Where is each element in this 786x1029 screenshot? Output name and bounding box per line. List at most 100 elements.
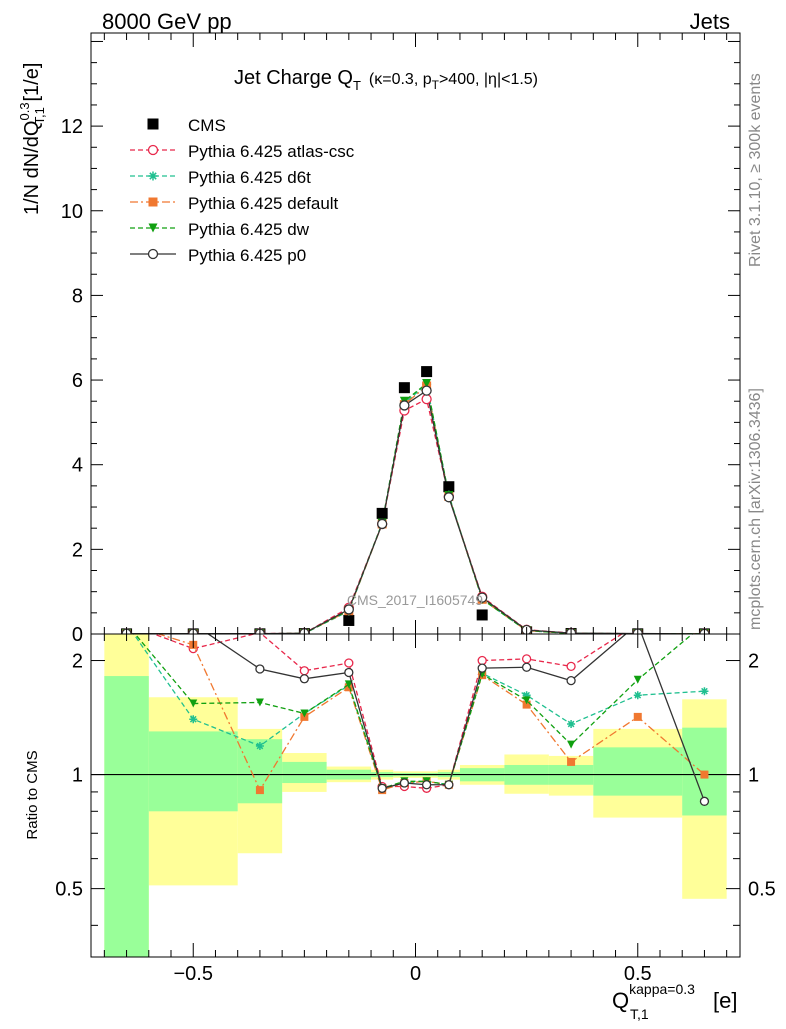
ratio-point-2-2 <box>255 786 264 795</box>
ratio-point-3-2 <box>255 698 264 707</box>
ratio-point-4-6 <box>399 778 410 788</box>
x-axis-label-unit: [e] <box>713 988 737 1013</box>
legend: CMS Pythia 6.425 atlas-csc Pythia 6.425 d6… <box>130 116 355 265</box>
ratio-line-1 <box>132 634 705 790</box>
ratio-line-2 <box>156 634 705 792</box>
legend-label-5: Pythia 6.425 p0 <box>188 246 306 265</box>
ratio-point-4-7 <box>421 780 432 790</box>
main-point-4-7 <box>422 378 432 388</box>
ratio-point-2-10 <box>522 700 531 709</box>
main-ytick-label: 4 <box>72 455 83 477</box>
ratio-point-0-3 <box>299 666 310 676</box>
main-point-0-8 <box>443 481 455 493</box>
ratio-point-3-3 <box>300 709 309 718</box>
main-point-5-8 <box>443 492 454 503</box>
ratio-point-4-2 <box>255 664 265 674</box>
chart-title-sub: T <box>353 78 361 93</box>
main-ytick-label: 6 <box>72 370 83 392</box>
legend-label-1: Pythia 6.425 atlas-csc <box>188 142 355 161</box>
ratio-series <box>132 634 710 806</box>
legend-label-3: Pythia 6.425 default <box>188 194 339 213</box>
chart-title-main: Jet Charge Q <box>234 67 353 89</box>
ratio-ytick-label-right: 1 <box>748 765 759 787</box>
ratio-point-4-13 <box>699 796 710 806</box>
ratio-point-1-12 <box>633 691 642 700</box>
legend-marker-5 <box>147 248 159 260</box>
main-point-0-4 <box>343 614 355 626</box>
ratio-ylabel: Ratio to CMS <box>24 750 41 839</box>
ratio-plot-layer <box>91 634 740 957</box>
chart-title: Jet Charge QT (κ=0.3, pT>400, |η|<1.5) <box>234 67 538 93</box>
ratio-point-0-11 <box>566 661 576 672</box>
ratio-point-4-9 <box>477 663 487 673</box>
legend-label-2: Pythia 6.425 d6t <box>188 168 311 187</box>
chart-title-rest: (κ=0.3, p <box>369 71 432 88</box>
main-point-0-9 <box>476 609 488 621</box>
watermark: CMS_2017_I1605749 <box>347 592 483 608</box>
green-band-0 <box>104 676 149 957</box>
legend-marker-1 <box>147 144 159 156</box>
ratio-point-2-12 <box>633 712 642 721</box>
ratio-point-2-11 <box>567 757 576 766</box>
ratio-point-4-10 <box>521 662 532 672</box>
ratio-ytick-label-right: 2 <box>748 651 759 673</box>
ratio-line-3 <box>134 634 694 790</box>
main-point-5-4 <box>343 604 354 615</box>
green-band-1 <box>148 731 238 812</box>
ratio-ytick-label-left: 2 <box>72 651 83 673</box>
ratio-line-0 <box>152 634 624 789</box>
main-point-5-6 <box>399 400 410 411</box>
ratio-point-1-11 <box>567 719 576 728</box>
x-tick-label: 0.5 <box>624 963 652 985</box>
ratio-point-3-12 <box>633 675 642 684</box>
ratio-point-4-5 <box>377 783 387 793</box>
legend-marker-3 <box>148 197 158 207</box>
ratio-point-0-9 <box>477 655 487 666</box>
ratio-point-3-11 <box>567 740 576 749</box>
ratio-ytick-label-right: 0.5 <box>748 879 776 901</box>
ratio-point-1-1 <box>189 715 198 724</box>
ratio-point-3-10 <box>522 696 531 705</box>
ratio-point-3-4 <box>344 680 353 689</box>
header-right: Jets <box>690 9 730 34</box>
rivet-label: Rivet 3.1.10, ≥ 300k events <box>747 73 764 267</box>
main-ytick-label: 12 <box>61 116 83 138</box>
header-left: 8000 GeV pp <box>102 9 232 34</box>
legend-marker-4 <box>148 223 158 233</box>
main-point-0-5 <box>376 507 388 519</box>
main-point-0-7 <box>421 366 433 378</box>
x-axis-label-sup: kappa=0.3 <box>629 981 695 997</box>
green-band-12 <box>593 747 683 796</box>
x-tick-label: −0.5 <box>173 963 212 985</box>
x-axis-label-sub: T,1 <box>630 1006 649 1022</box>
chart-title-rest2: >400, |η|<1.5) <box>439 71 538 88</box>
ratio-ytick-label-left: 0.5 <box>55 879 83 901</box>
ratio-point-1-2 <box>255 741 264 750</box>
main-point-5-7 <box>421 385 432 396</box>
legend-label-0: CMS <box>188 116 226 135</box>
ratio-point-4-3 <box>299 674 310 684</box>
legend-marker-0 <box>147 118 159 130</box>
x-axis-label-main: Q <box>612 988 629 1013</box>
chart-title-sub2: T <box>432 78 440 92</box>
ratio-point-0-10 <box>521 654 532 664</box>
legend-label-4: Pythia 6.425 dw <box>188 220 310 239</box>
main-ytick-label: 2 <box>72 539 83 561</box>
main-point-1-7 <box>421 393 432 405</box>
main-ylabel: 1/N dN/dQ0.3T,1 [1/e] <box>17 63 47 215</box>
main-point-5-9 <box>477 592 488 603</box>
ratio-line-4 <box>207 634 706 802</box>
ratio-ytick-label-left: 1 <box>72 765 83 787</box>
main-ytick-label: 8 <box>72 285 83 307</box>
main-point-5-5 <box>377 518 388 530</box>
x-tick-label: 0 <box>410 963 421 985</box>
ratio-point-3-1 <box>189 699 198 708</box>
legend-marker-2 <box>148 171 158 181</box>
ratio-point-1-13 <box>700 687 709 696</box>
ratio-bands <box>104 634 727 957</box>
mcplots-label: mcplots.cern.ch [arXiv:1306.3436] <box>747 388 764 630</box>
main-point-0-6 <box>398 382 410 394</box>
main-ytick-label: 10 <box>61 201 83 223</box>
